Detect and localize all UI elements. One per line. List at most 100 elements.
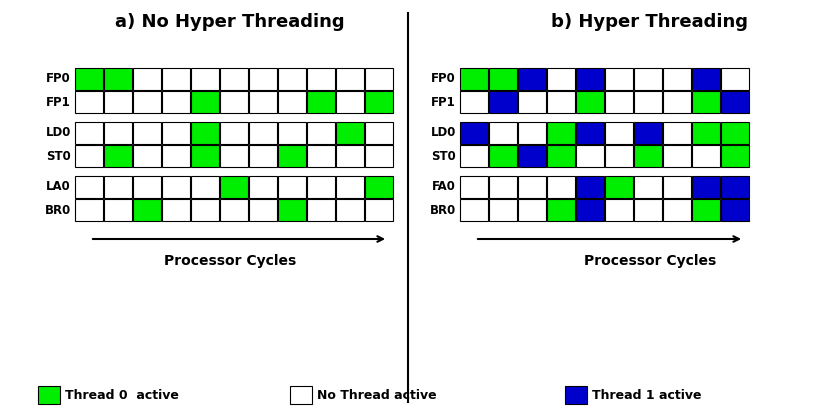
Bar (634, 122, 662, 144)
Bar (133, 145, 161, 167)
Bar (547, 176, 575, 198)
Bar (721, 122, 749, 144)
Bar (365, 68, 393, 90)
Text: BR0: BR0 (45, 204, 71, 217)
Bar (104, 122, 132, 144)
Bar (663, 145, 691, 167)
Bar (518, 176, 546, 198)
Bar (365, 199, 393, 221)
Bar (547, 145, 575, 167)
Bar (460, 145, 488, 167)
Bar (576, 145, 604, 167)
Bar (489, 91, 517, 113)
Bar (634, 145, 662, 167)
Bar (336, 91, 364, 113)
Bar (605, 122, 633, 144)
Bar (365, 122, 393, 144)
Bar (220, 176, 248, 198)
Bar (460, 199, 488, 221)
Text: b) Hyper Threading: b) Hyper Threading (551, 13, 748, 31)
Bar (634, 176, 662, 198)
Bar (220, 91, 248, 113)
Text: a) No Hyper Threading: a) No Hyper Threading (115, 13, 345, 31)
Bar (104, 176, 132, 198)
Bar (692, 145, 720, 167)
Text: FP1: FP1 (431, 96, 456, 109)
Text: BR0: BR0 (430, 204, 456, 217)
Bar (460, 122, 488, 144)
Bar (307, 176, 335, 198)
Bar (75, 122, 103, 144)
Bar (692, 68, 720, 90)
Bar (191, 122, 219, 144)
Bar (518, 199, 546, 221)
Bar (605, 176, 633, 198)
Bar (104, 145, 132, 167)
Bar (489, 145, 517, 167)
Bar (605, 91, 633, 113)
Bar (663, 176, 691, 198)
Bar (249, 145, 277, 167)
Bar (489, 176, 517, 198)
Bar (547, 68, 575, 90)
Bar (721, 68, 749, 90)
Bar (489, 68, 517, 90)
Bar (191, 199, 219, 221)
Bar (489, 122, 517, 144)
Bar (75, 145, 103, 167)
Bar (307, 68, 335, 90)
Bar (721, 199, 749, 221)
Bar (162, 91, 190, 113)
Bar (663, 122, 691, 144)
Bar (336, 145, 364, 167)
Bar (576, 122, 604, 144)
Bar (518, 145, 546, 167)
Bar (278, 122, 306, 144)
Bar (663, 91, 691, 113)
Bar (75, 91, 103, 113)
Bar (249, 122, 277, 144)
Bar (133, 91, 161, 113)
Bar (278, 176, 306, 198)
Bar (565, 386, 587, 404)
Bar (721, 176, 749, 198)
Bar (547, 122, 575, 144)
Bar (220, 68, 248, 90)
Text: FA0: FA0 (432, 181, 456, 194)
Bar (162, 199, 190, 221)
Bar (547, 199, 575, 221)
Bar (278, 199, 306, 221)
Bar (191, 176, 219, 198)
Bar (162, 145, 190, 167)
Bar (489, 199, 517, 221)
Bar (605, 68, 633, 90)
Bar (634, 68, 662, 90)
Bar (576, 176, 604, 198)
Bar (460, 68, 488, 90)
Bar (191, 68, 219, 90)
Bar (692, 176, 720, 198)
Bar (721, 145, 749, 167)
Text: ST0: ST0 (47, 150, 71, 163)
Bar (133, 122, 161, 144)
Text: Processor Cycles: Processor Cycles (584, 254, 717, 268)
Bar (307, 91, 335, 113)
Text: LD0: LD0 (46, 127, 71, 140)
Bar (220, 145, 248, 167)
Text: FP1: FP1 (47, 96, 71, 109)
Bar (38, 386, 60, 404)
Bar (576, 68, 604, 90)
Bar (721, 91, 749, 113)
Bar (365, 176, 393, 198)
Bar (365, 145, 393, 167)
Bar (133, 176, 161, 198)
Text: FP0: FP0 (431, 72, 456, 85)
Bar (162, 122, 190, 144)
Bar (104, 199, 132, 221)
Bar (249, 199, 277, 221)
Bar (634, 199, 662, 221)
Bar (336, 176, 364, 198)
Bar (336, 122, 364, 144)
Bar (518, 68, 546, 90)
Bar (278, 145, 306, 167)
